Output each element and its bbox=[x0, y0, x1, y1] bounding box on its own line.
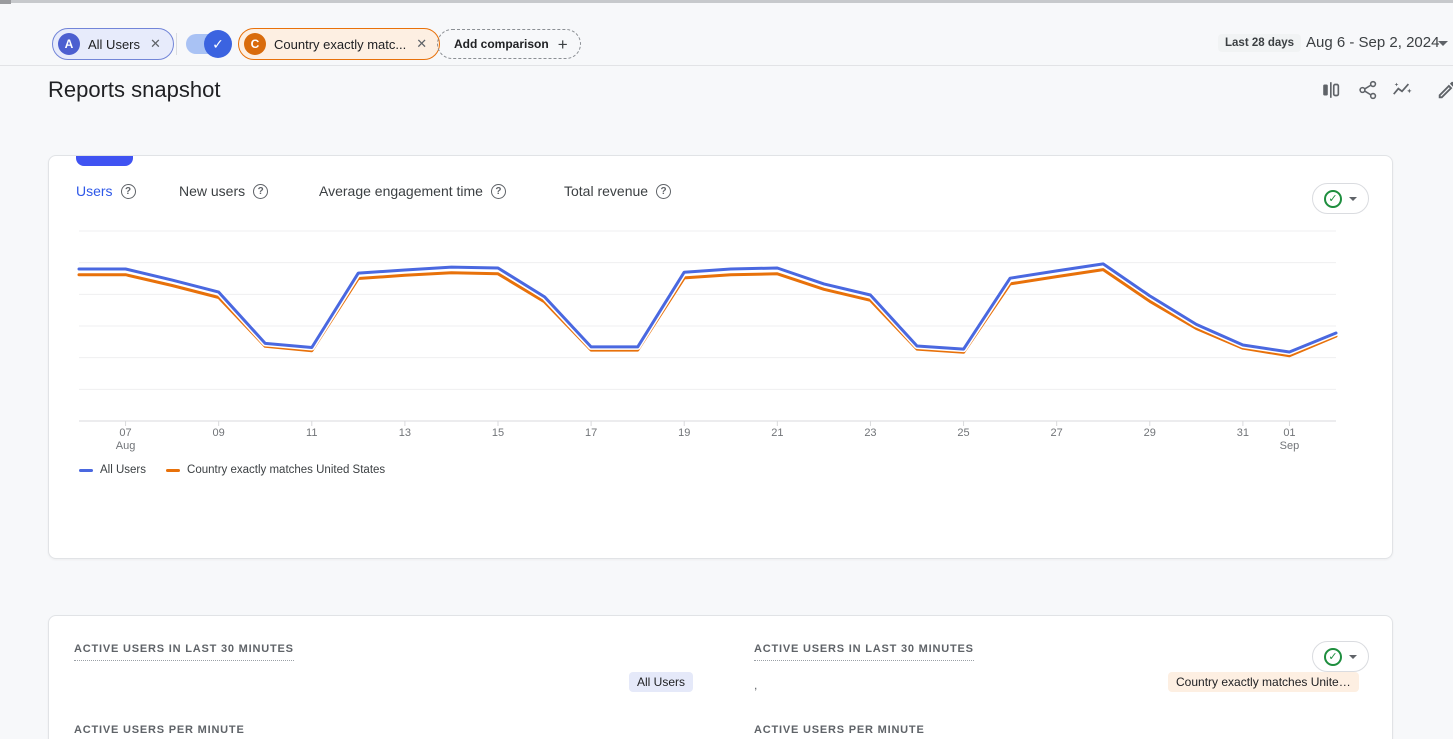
tab-total-revenue[interactable]: Total revenue ? bbox=[564, 180, 672, 202]
x-tick-label: 13 bbox=[398, 427, 411, 439]
help-icon[interactable]: ? bbox=[253, 183, 269, 199]
share-icon[interactable] bbox=[1357, 79, 1379, 101]
x-tick-label: 21 bbox=[771, 427, 784, 439]
x-tick-label: 07 Aug bbox=[104, 427, 148, 453]
x-tick-label: 01 Sep bbox=[1267, 427, 1311, 453]
help-icon[interactable]: ? bbox=[656, 183, 672, 199]
active-users-30min-header-left: ACTIVE USERS IN LAST 30 MINUTES bbox=[74, 643, 294, 661]
comparison-a-avatar: A bbox=[58, 33, 80, 55]
x-tick-label: 27 bbox=[1050, 427, 1063, 439]
x-tick-label: 09 bbox=[212, 427, 225, 439]
x-tick-label: 15 bbox=[491, 427, 505, 439]
close-icon[interactable]: ✕ bbox=[416, 36, 428, 51]
tab-label: Average engagement time bbox=[319, 183, 483, 199]
comparison-chip-country[interactable]: C Country exactly matc... ✕ bbox=[238, 28, 441, 60]
tab-average-engagement-time[interactable]: Average engagement time ? bbox=[319, 180, 506, 202]
tab-users[interactable]: Users ? bbox=[76, 180, 136, 202]
legend-item-country: Country exactly matches United States bbox=[166, 464, 385, 476]
tab-label: Users bbox=[76, 183, 113, 199]
x-tick-label: 23 bbox=[864, 427, 877, 439]
x-tick-label: 31 bbox=[1236, 427, 1249, 439]
x-tick-label: 11 bbox=[306, 427, 318, 439]
comparison-chip-label: Country exactly matc... bbox=[274, 36, 407, 52]
close-icon[interactable]: ✕ bbox=[150, 36, 161, 51]
date-range-selector[interactable]: Aug 6 - Sep 2, 2024 bbox=[1306, 34, 1440, 51]
x-tick-sublabel: Sep bbox=[1279, 440, 1300, 452]
x-tick-label: 29 bbox=[1143, 427, 1156, 439]
realtime-value-fragment: , bbox=[754, 678, 758, 692]
active-users-30min-header-right: ACTIVE USERS IN LAST 30 MINUTES bbox=[754, 643, 974, 661]
chart-legend: All Users Country exactly matches United… bbox=[79, 464, 385, 476]
summary-card: Users ? New users ? Average engagement t… bbox=[48, 155, 1393, 559]
comparison-chip-label: All Users bbox=[88, 36, 141, 52]
window-top-edge bbox=[0, 0, 1453, 3]
insights-icon[interactable] bbox=[1391, 79, 1413, 101]
data-quality-button[interactable]: ✓ bbox=[1312, 641, 1369, 672]
comparison-c-avatar: C bbox=[244, 33, 266, 55]
series-line-all-users bbox=[77, 262, 1338, 354]
tab-label: New users bbox=[179, 183, 246, 199]
x-tick-label: 19 bbox=[678, 427, 691, 439]
toggle-check-icon: ✓ bbox=[204, 30, 232, 58]
help-icon[interactable]: ? bbox=[120, 183, 136, 199]
legend-dash-blue bbox=[79, 468, 93, 472]
realtime-card: ACTIVE USERS IN LAST 30 MINUTES All User… bbox=[48, 615, 1393, 739]
divider bbox=[0, 65, 1453, 66]
x-tick-sublabel: Aug bbox=[115, 440, 136, 452]
x-tick-label: 17 bbox=[584, 427, 598, 439]
all-users-badge: All Users bbox=[629, 672, 694, 692]
tab-new-users[interactable]: New users ? bbox=[179, 180, 269, 202]
legend-dash-orange bbox=[166, 468, 181, 472]
users-trend-chart bbox=[76, 230, 1339, 429]
date-range-preset-badge: Last 28 days bbox=[1218, 34, 1302, 52]
chevron-down-icon bbox=[1349, 654, 1357, 659]
comparison-bar: A All Users ✕ ✓ C Country exactly matc..… bbox=[0, 3, 1453, 66]
comparison-toggle[interactable]: ✓ bbox=[186, 30, 232, 58]
chevron-down-icon bbox=[1349, 196, 1357, 201]
add-comparison-button[interactable]: Add comparison + bbox=[437, 29, 581, 59]
edit-pencil-icon[interactable] bbox=[1436, 79, 1453, 101]
active-tab-indicator bbox=[76, 156, 133, 166]
country-comparison-badge: Country exactly matches Unite… bbox=[1168, 672, 1359, 692]
x-axis-labels: 07 Aug 09 11 13 15 17 19 21 23 25 27 29 31 01 Sep bbox=[79, 427, 1336, 457]
divider bbox=[176, 33, 177, 55]
chevron-down-icon[interactable] bbox=[1438, 41, 1448, 46]
check-circle-icon: ✓ bbox=[1324, 189, 1342, 208]
check-circle-icon: ✓ bbox=[1324, 647, 1342, 666]
active-users-per-minute-header-left: ACTIVE USERS PER MINUTE bbox=[74, 724, 245, 736]
window-top-edge-corner bbox=[0, 0, 11, 4]
compare-reports-icon[interactable] bbox=[1320, 79, 1342, 101]
help-icon[interactable]: ? bbox=[490, 183, 506, 199]
series-line-country bbox=[77, 268, 1338, 358]
plus-icon: + bbox=[557, 34, 568, 54]
active-users-per-minute-header-right: ACTIVE USERS PER MINUTE bbox=[754, 724, 925, 736]
tab-label: Total revenue bbox=[564, 183, 649, 199]
trend-chart-svg bbox=[76, 230, 1339, 426]
comparison-chip-all-users[interactable]: A All Users ✕ bbox=[52, 28, 174, 60]
data-quality-button[interactable]: ✓ bbox=[1312, 183, 1369, 214]
x-tick-label: 25 bbox=[957, 427, 970, 439]
legend-item-all-users: All Users bbox=[79, 464, 146, 476]
legend-label: All Users bbox=[100, 464, 147, 476]
add-comparison-label: Add comparison bbox=[454, 37, 549, 51]
page-title: Reports snapshot bbox=[48, 77, 221, 102]
legend-label: Country exactly matches United States bbox=[187, 464, 386, 476]
